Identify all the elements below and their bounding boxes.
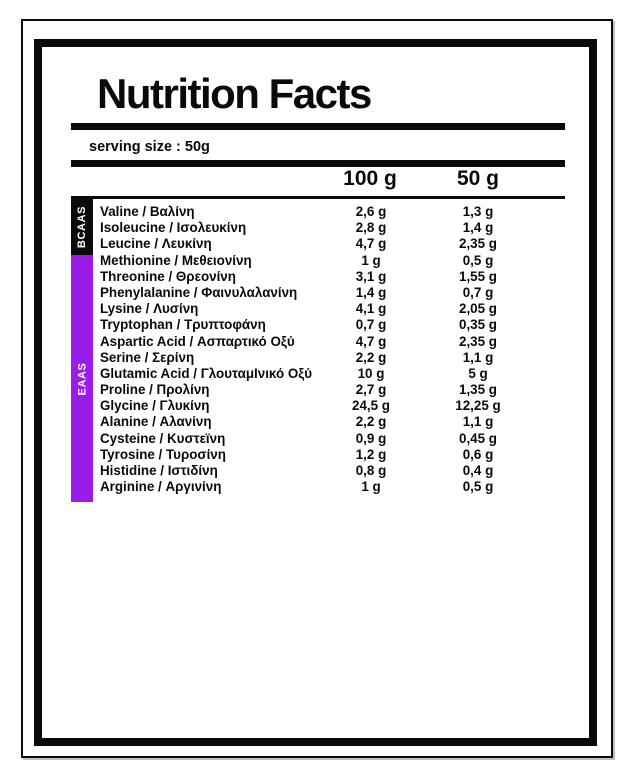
table-row: Threonine / Θρεονίνη 3,1 g 1,55 g — [71, 269, 565, 285]
amino-acid-name: Isoleucine / Ισολευκίνη — [100, 220, 247, 236]
table-row: Tryptophan / Τρυπτοφάνη 0,7 g 0,35 g — [71, 317, 565, 333]
value-per-100g: 1 g — [361, 252, 381, 268]
value-per-100g: 10 g — [357, 365, 385, 381]
value-per-100g: 2,2 g — [355, 414, 387, 430]
amino-acid-name: Alanine / Αλανίνη — [100, 414, 212, 430]
value-per-50g: 0,6 g — [462, 446, 494, 462]
amino-acid-name: Methionine / Μεθειονίνη — [100, 252, 252, 268]
table-row: Glutamic Acid / ΓλουταμΙνικό Οξύ 10 g 5 g — [71, 366, 565, 382]
amino-acid-name: Cysteine / Κυστεϊνη — [100, 430, 226, 446]
table-top-rule — [71, 196, 565, 199]
amino-acid-name: Histidine / Ιστιδίνη — [100, 463, 218, 478]
value-per-50g: 1,35 g — [459, 382, 497, 398]
value-per-50g: 0,5 g — [462, 252, 494, 268]
value-per-50g: 0,7 g — [462, 284, 494, 300]
value-per-50g: 0,35 g — [459, 317, 497, 333]
value-per-50g: 5 g — [468, 365, 488, 381]
value-per-100g: 2,2 g — [355, 349, 387, 365]
value-per-100g: 2,6 g — [355, 204, 387, 219]
amino-acid-name: Proline / Προλίνη — [100, 382, 210, 398]
section-marker-bcaas: BCAAS — [71, 199, 93, 255]
value-per-100g: 0,7 g — [355, 317, 387, 333]
page-title: Nutrition Facts — [97, 70, 372, 117]
table-row: Valine / Βαλίνη 2,6 g 1,3 g — [71, 204, 565, 220]
amino-acid-name: Phenylalanine / Φαινυλαλανίνη — [100, 284, 298, 300]
serving-size-text: serving size : 50g — [89, 139, 210, 155]
value-per-50g: 0,4 g — [462, 463, 494, 478]
amino-acid-name: Glutamic Acid / ΓλουταμΙνικό Οξύ — [100, 365, 313, 381]
table-row: Alanine / Αλανίνη 2,2 g 1,1 g — [71, 414, 565, 430]
value-per-50g: 1,1 g — [462, 414, 494, 430]
amino-acid-table: BCAAS EAAS Valine / Βαλίνη 2,6 g 1,3 g Isol… — [71, 199, 565, 505]
amino-acid-name: Tyrosine / Τυροσίνη — [100, 446, 226, 462]
divider-bar-top — [71, 123, 565, 130]
column-header-100g: 100 g — [343, 167, 397, 190]
value-per-100g: 24,5 g — [352, 398, 390, 414]
value-per-100g: 0,8 g — [355, 463, 387, 478]
section-marker-eaas: EAAS — [71, 255, 93, 502]
table-row: Cysteine / Κυστεϊνη 0,9 g 0,45 g — [71, 431, 565, 447]
value-per-100g: 3,1 g — [355, 268, 387, 284]
value-per-100g: 2,7 g — [355, 382, 387, 398]
amino-acid-name: Valine / Βαλίνη — [100, 204, 195, 219]
value-per-100g: 4,1 g — [355, 301, 387, 317]
table-row: Phenylalanine / Φαινυλαλανίνη 1,4 g 0,7 g — [71, 285, 565, 301]
table-row: Glycine / Γλυκίνη 24,5 g 12,25 g — [71, 398, 565, 414]
amino-acid-name: Lysine / Λυσίνη — [100, 301, 199, 317]
value-per-100g: 4,7 g — [355, 236, 387, 252]
value-per-100g: 1 g — [361, 479, 381, 495]
value-per-100g: 4,7 g — [355, 333, 387, 349]
amino-acid-name: Tryptophan / Τρυπτοφάνη — [100, 317, 266, 333]
table-row: Histidine / Ιστιδίνη 0,8 g 0,4 g — [71, 463, 565, 479]
value-per-100g: 1,4 g — [355, 284, 387, 300]
value-per-100g: 0,9 g — [355, 430, 387, 446]
value-per-50g: 2,35 g — [459, 236, 497, 252]
amino-acid-name: Threonine / Θρεονίνη — [100, 268, 236, 284]
divider-bar-middle — [71, 160, 565, 167]
table-row: Arginine / Αργινίνη 1 g 0,5 g — [71, 479, 565, 495]
amino-acid-name: Aspartic Acid / Ασπαρτικό Οξύ — [100, 333, 295, 349]
column-header-50g: 50 g — [456, 167, 500, 190]
amino-acid-name: Glycine / Γλυκίνη — [100, 398, 210, 414]
table-row: Lysine / Λυσίνη 4,1 g 2,05 g — [71, 301, 565, 317]
table-row: Aspartic Acid / Ασπαρτικό Οξύ 4,7 g 2,35 g — [71, 334, 565, 350]
table-row: Methionine / Μεθειονίνη 1 g 0,5 g — [71, 253, 565, 269]
value-per-50g: 1,55 g — [459, 268, 497, 284]
table-row: Serine / Σερίνη 2,2 g 1,1 g — [71, 350, 565, 366]
value-per-50g: 1,1 g — [462, 349, 494, 365]
value-per-50g: 2,35 g — [459, 333, 497, 349]
value-per-50g: 1,3 g — [462, 204, 494, 219]
table-row: Leucine / Λευκίνη 4,7 g 2,35 g — [71, 236, 565, 252]
value-per-50g: 0,45 g — [459, 430, 497, 446]
label-inner-border — [34, 39, 597, 746]
value-per-100g: 1,2 g — [355, 446, 387, 462]
amino-acid-name: Leucine / Λευκίνη — [100, 236, 212, 252]
amino-acid-name: Serine / Σερίνη — [100, 349, 195, 365]
amino-acid-name: Arginine / Αργινίνη — [100, 479, 222, 495]
value-per-50g: 12,25 g — [455, 398, 501, 414]
amino-acid-rows: Valine / Βαλίνη 2,6 g 1,3 g Isoleucine / Ισ… — [71, 204, 565, 495]
table-row: Isoleucine / Ισολευκίνη 2,8 g 1,4 g — [71, 220, 565, 236]
value-per-50g: 1,4 g — [462, 220, 494, 236]
value-per-100g: 2,8 g — [355, 220, 387, 236]
table-row: Proline / Προλίνη 2,7 g 1,35 g — [71, 382, 565, 398]
table-row: Tyrosine / Τυροσίνη 1,2 g 0,6 g — [71, 447, 565, 463]
value-per-50g: 0,5 g — [462, 479, 494, 495]
value-per-50g: 2,05 g — [459, 301, 497, 317]
